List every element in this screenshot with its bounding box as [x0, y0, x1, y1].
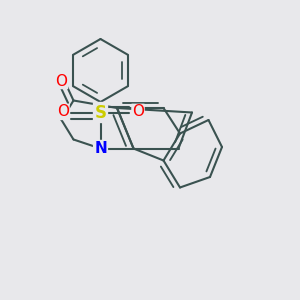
- Text: O: O: [132, 104, 144, 119]
- Text: O: O: [57, 104, 69, 119]
- Text: N: N: [94, 141, 107, 156]
- Text: S: S: [94, 103, 106, 122]
- Text: O: O: [56, 74, 68, 88]
